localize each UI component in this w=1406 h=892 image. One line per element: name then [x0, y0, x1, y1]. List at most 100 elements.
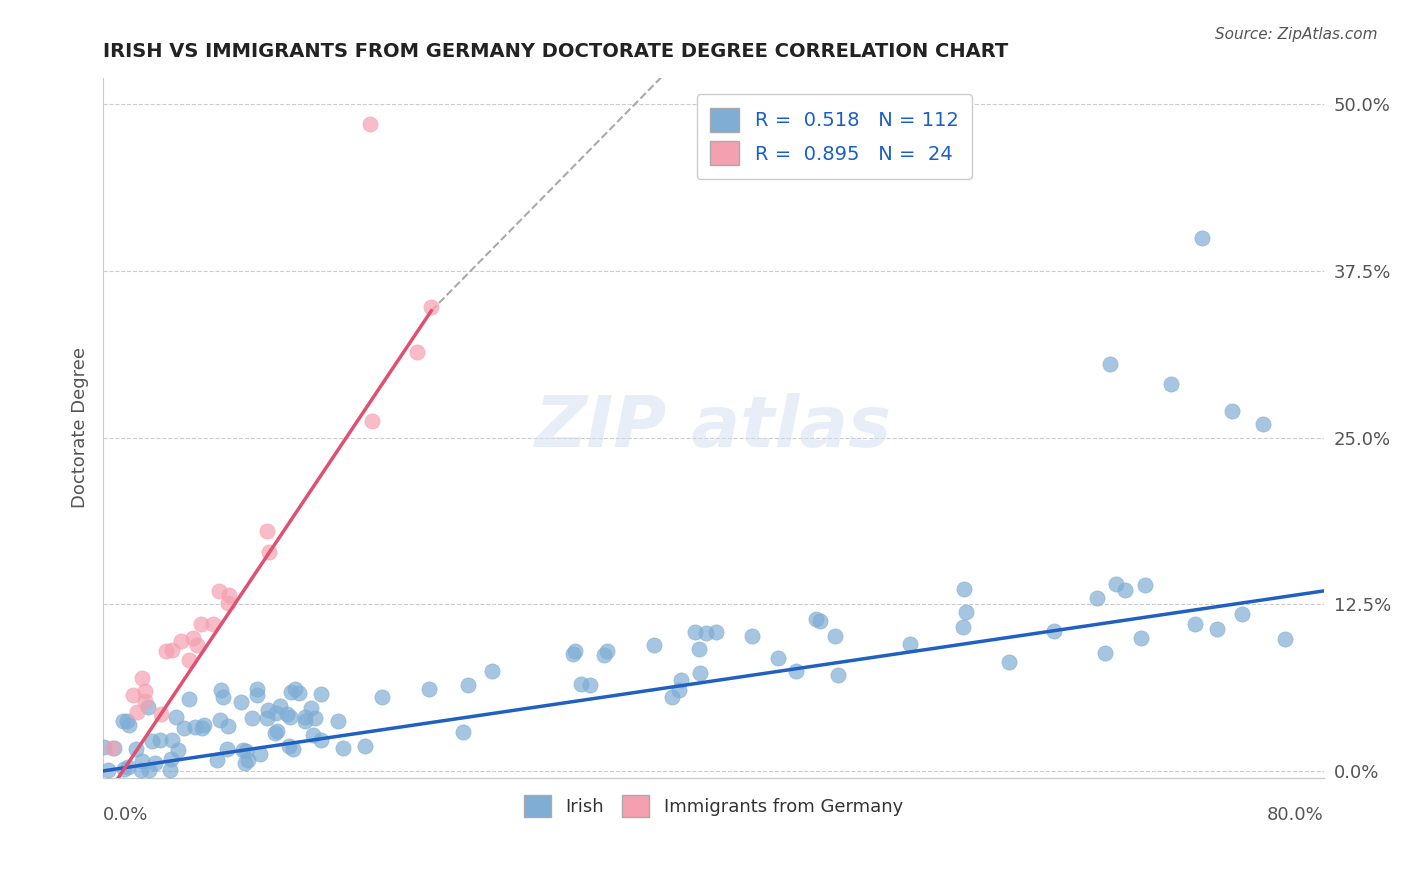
Point [160, 752, 183, 766]
Text: 0.0%: 0.0% [103, 805, 149, 823]
Point [683, 625, 706, 640]
Point [952, 619, 974, 633]
Point [1043, 624, 1066, 638]
Point [695, 626, 717, 640]
Point [418, 682, 440, 697]
Point [1220, 404, 1243, 418]
Point [406, 344, 429, 359]
Point [1184, 617, 1206, 632]
Point [288, 686, 311, 700]
Point [294, 710, 316, 724]
Point [160, 643, 183, 657]
Point [117, 760, 139, 774]
Point [280, 685, 302, 699]
Point [124, 742, 146, 756]
Point [217, 741, 239, 756]
Point [149, 707, 172, 722]
Point [211, 690, 233, 705]
Point [209, 682, 232, 697]
Point [232, 743, 254, 757]
Point [238, 753, 260, 767]
Text: 80.0%: 80.0% [1267, 805, 1324, 823]
Point [1099, 357, 1122, 371]
Point [138, 700, 160, 714]
Point [569, 677, 592, 691]
Point [229, 695, 252, 709]
Point [177, 691, 200, 706]
Point [103, 740, 125, 755]
Point [245, 688, 267, 702]
Point [149, 733, 172, 747]
Point [186, 638, 208, 652]
Point [138, 763, 160, 777]
Point [184, 720, 207, 734]
Point [263, 726, 285, 740]
Point [127, 705, 149, 719]
Point [256, 524, 278, 538]
Point [181, 631, 204, 645]
Point [209, 713, 232, 727]
Point [311, 687, 333, 701]
Point [276, 706, 298, 721]
Point [1205, 622, 1227, 636]
Point [299, 701, 322, 715]
Point [1094, 646, 1116, 660]
Point [256, 711, 278, 725]
Point [246, 681, 269, 696]
Point [193, 718, 215, 732]
Point [804, 612, 827, 626]
Point [278, 710, 301, 724]
Point [235, 744, 257, 758]
Point [457, 678, 479, 692]
Point [269, 698, 291, 713]
Point [332, 741, 354, 756]
Point [1274, 632, 1296, 646]
Point [122, 688, 145, 702]
Point [481, 664, 503, 678]
Point [208, 583, 231, 598]
Point [93, 739, 115, 754]
Point [218, 588, 240, 602]
Point [785, 664, 807, 678]
Point [115, 714, 138, 728]
Point [190, 617, 212, 632]
Point [420, 300, 443, 314]
Point [257, 545, 280, 559]
Point [302, 728, 325, 742]
Point [118, 718, 141, 732]
Point [359, 117, 381, 131]
Point [131, 671, 153, 685]
Point [689, 665, 711, 680]
Point [453, 725, 475, 739]
Point [1251, 417, 1274, 432]
Point [768, 651, 790, 665]
Point [561, 648, 583, 662]
Point [1105, 577, 1128, 591]
Point [165, 710, 187, 724]
Point [233, 756, 256, 771]
Point [706, 625, 728, 640]
Point [159, 763, 181, 777]
Point [191, 721, 214, 735]
Point [169, 633, 191, 648]
Point [134, 683, 156, 698]
Point [579, 678, 602, 692]
Point [143, 756, 166, 770]
Point [354, 739, 377, 754]
Point [998, 655, 1021, 669]
Point [129, 763, 152, 777]
Point [304, 711, 326, 725]
Point [1191, 230, 1213, 244]
Point [593, 648, 616, 662]
Point [240, 710, 263, 724]
Y-axis label: Doctorate Degree: Doctorate Degree [72, 347, 89, 508]
Point [952, 582, 974, 596]
Point [1114, 583, 1136, 598]
Point [898, 637, 921, 651]
Text: Source: ZipAtlas.com: Source: ZipAtlas.com [1215, 27, 1378, 42]
Point [1085, 591, 1108, 605]
Point [281, 742, 304, 756]
Point [596, 644, 619, 658]
Point [808, 614, 831, 628]
Point [112, 714, 135, 729]
